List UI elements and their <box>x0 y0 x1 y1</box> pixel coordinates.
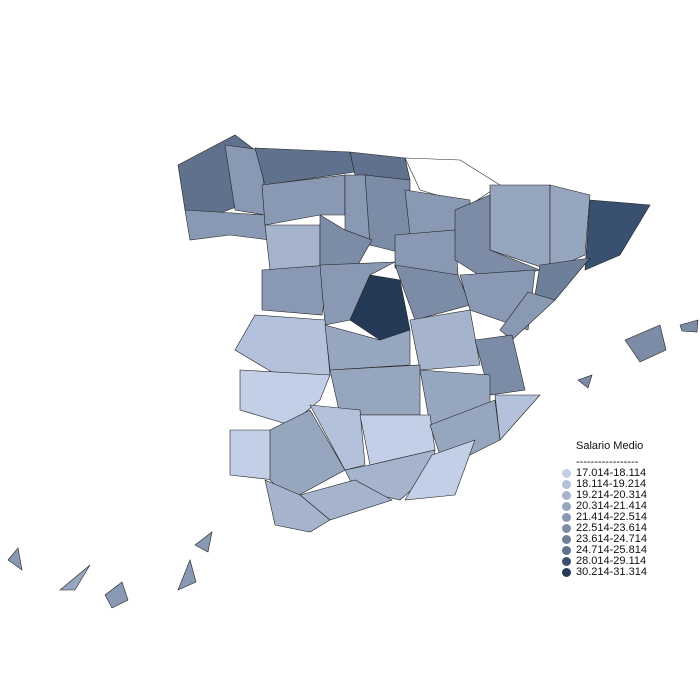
province-region <box>194 531 213 553</box>
province-region <box>624 324 667 363</box>
province-region <box>269 409 346 501</box>
province-region <box>264 224 321 273</box>
legend-item: 30.214-31.314 <box>562 567 647 578</box>
legend-item: 18.114-19.214 <box>562 479 647 490</box>
legend-swatch <box>562 557 571 566</box>
province-region <box>177 559 197 591</box>
legend-item: 19.214-20.314 <box>562 490 647 501</box>
province-region <box>404 439 476 501</box>
legend-swatch <box>562 524 571 533</box>
province-region <box>264 479 331 533</box>
province-region <box>59 564 91 591</box>
legend-label: 20.314-21.414 <box>576 500 647 512</box>
province-region <box>549 184 591 271</box>
legend-swatch <box>562 546 571 555</box>
legend-swatch <box>562 491 571 500</box>
province-region <box>324 324 411 371</box>
legend-label: 17.014-18.114 <box>576 467 647 479</box>
province-region <box>184 209 271 241</box>
legend-label: 21.414-22.514 <box>576 511 647 523</box>
legend-item: 21.414-22.514 <box>562 512 647 523</box>
legend-label: 24.714-25.814 <box>576 544 647 556</box>
province-region <box>329 364 421 416</box>
legend-item: 20.314-21.414 <box>562 501 647 512</box>
province-region <box>534 257 591 301</box>
province-region <box>261 264 331 316</box>
legend-label: 19.214-20.314 <box>576 489 647 501</box>
legend-swatch <box>562 480 571 489</box>
legend-swatch <box>562 535 571 544</box>
legend-label: 30.214-31.314 <box>576 566 647 578</box>
legend-item: 28.014-29.114 <box>562 556 647 567</box>
legend-separator: ----------------- <box>576 456 639 468</box>
legend-label: 23.614-24.714 <box>576 533 647 545</box>
legend-swatch <box>562 568 571 577</box>
legend-item: 24.714-25.814 <box>562 545 647 556</box>
legend-item: 23.614-24.714 <box>562 534 647 545</box>
legend: Salario Medio ----------------- 17.014-1… <box>562 440 647 578</box>
province-region <box>309 404 366 471</box>
legend-label: 22.514-23.614 <box>576 522 647 534</box>
province-region <box>7 547 23 571</box>
province-region <box>584 199 651 271</box>
province-region <box>319 214 373 271</box>
legend-swatch <box>562 469 571 478</box>
province-region <box>429 399 501 461</box>
province-region <box>104 581 129 609</box>
legend-item: 22.514-23.614 <box>562 523 647 534</box>
legend-label: 18.114-19.214 <box>576 478 647 490</box>
legend-item: 17.014-18.114 <box>562 468 647 479</box>
province-region <box>577 374 593 389</box>
province-region <box>494 394 541 441</box>
province-region <box>229 429 276 481</box>
province-region <box>404 157 501 206</box>
province-region <box>261 174 346 226</box>
province-region <box>349 274 411 341</box>
legend-title: Salario Medio <box>576 440 644 452</box>
province-region <box>409 309 481 371</box>
province-region <box>679 319 699 333</box>
legend-swatch <box>562 513 571 522</box>
legend-label: 28.014-29.114 <box>576 555 647 567</box>
legend-swatch <box>562 502 571 511</box>
